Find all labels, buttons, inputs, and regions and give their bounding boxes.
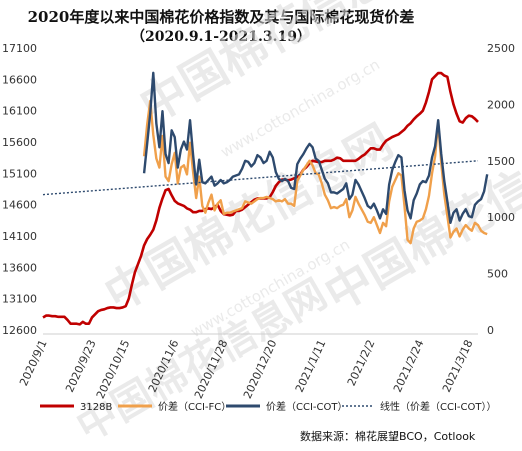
left-axis-tick-label: 15600 (2, 136, 37, 149)
left-axis-tick-label: 16100 (2, 105, 37, 118)
right-axis-tick-label: 1000 (487, 211, 515, 224)
left-axis-tick-label: 12600 (2, 324, 37, 337)
series-line-cci-cot (142, 71, 489, 225)
chart-subtitle: （2020.9.1-2021.3.19） (131, 29, 311, 45)
right-axis-tick-label: 500 (487, 268, 508, 281)
right-axis-tick-label: 2500 (487, 42, 515, 55)
left-axis-tick-label: 16600 (2, 73, 37, 86)
left-axis-tick-label: 14600 (2, 199, 37, 212)
right-axis-tick-label: 1500 (487, 155, 515, 168)
legend: 3128B 价差（CCI-FC） 价差（CCI-COT） 线性（价差（CCI-C… (40, 400, 496, 413)
source-note: 数据来源：棉花展望BCO，Cotlook (300, 429, 476, 443)
legend-label-cci-fc: 价差（CCI-FC） (158, 400, 231, 413)
right-axis-tick-label: 0 (487, 324, 494, 337)
x-axis-tick-label: 2021/2/24 (391, 338, 427, 395)
legend-label-cci-cot: 价差（CCI-COT） (266, 400, 347, 413)
x-axis-tick-label: 2020/9/1 (17, 338, 50, 388)
legend-label-3128b: 3128B (80, 402, 112, 413)
x-axis-tick-label: 2021/2/2 (345, 338, 378, 388)
x-axis-tick-label: 2020/9/23 (63, 338, 99, 395)
left-axis-tick-label: 15100 (2, 167, 37, 180)
left-axis-tick-label: 17100 (2, 42, 37, 55)
trend-line-cci-cot (42, 160, 479, 196)
x-axis-tick-label: 2021/3/18 (440, 338, 476, 395)
left-axis-tick-label: 14100 (2, 230, 37, 243)
left-axis-tick-label: 13600 (2, 261, 37, 274)
right-axis-tick-label: 2000 (487, 98, 515, 111)
chart-title: 2020年度以来中国棉花价格指数及其与国际棉花现货价差 (27, 8, 415, 26)
x-axis-tick-label: 2021/1/11 (293, 338, 329, 395)
left-axis-tick-label: 13100 (2, 293, 37, 306)
legend-label-trend: 线性（价差（CCI-COT）） (380, 400, 496, 413)
